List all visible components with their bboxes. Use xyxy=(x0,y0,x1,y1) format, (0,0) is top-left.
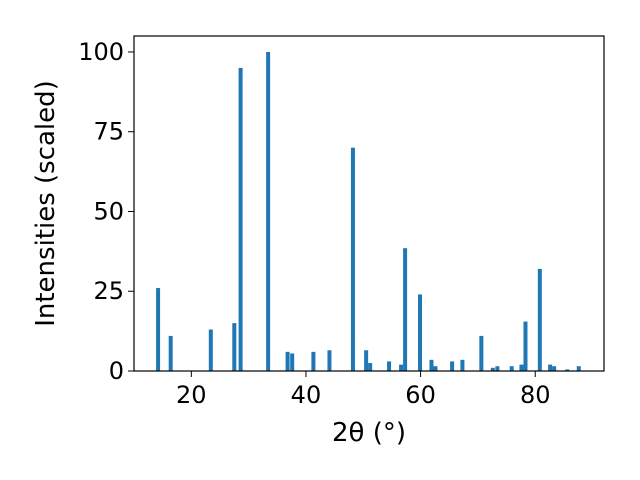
bar xyxy=(285,351,290,371)
bar xyxy=(433,366,438,371)
bar xyxy=(168,335,173,371)
bar xyxy=(327,350,332,371)
bar xyxy=(523,321,528,371)
bar xyxy=(450,361,455,371)
bar xyxy=(208,329,213,371)
bar xyxy=(290,353,295,371)
x-tick-label: 40 xyxy=(291,381,322,409)
bar xyxy=(495,366,500,371)
bar xyxy=(552,366,557,371)
y-tick-label: 25 xyxy=(93,277,124,305)
bar xyxy=(548,364,553,371)
bar xyxy=(399,364,404,371)
bar xyxy=(368,363,373,371)
bar xyxy=(537,268,542,371)
bar xyxy=(418,294,423,371)
x-tick-label: 80 xyxy=(520,381,551,409)
bar xyxy=(364,350,369,371)
bar xyxy=(266,51,271,371)
bar xyxy=(238,67,243,372)
y-tick-label: 75 xyxy=(93,118,124,146)
y-axis: 0 25 50 75 100 xyxy=(78,38,134,385)
y-tick-label: 50 xyxy=(93,197,124,225)
y-tick-label: 0 xyxy=(109,357,124,385)
bar xyxy=(509,366,514,371)
x-tick-label: 20 xyxy=(176,381,207,409)
bar xyxy=(460,359,465,371)
bar xyxy=(429,359,434,371)
x-tick-label: 60 xyxy=(405,381,436,409)
x-axis-title: 2θ (°) xyxy=(332,418,406,448)
bar xyxy=(350,147,355,371)
bar xyxy=(479,335,484,371)
bar xyxy=(403,248,408,371)
y-axis-title: Intensities (scaled) xyxy=(31,80,61,327)
bar xyxy=(311,351,316,371)
bar xyxy=(387,361,392,371)
bar xyxy=(565,369,570,371)
bar xyxy=(576,366,581,371)
bar xyxy=(519,364,524,371)
x-axis: 20 40 60 80 xyxy=(176,371,550,409)
bar xyxy=(156,288,161,371)
bars-group xyxy=(156,51,581,372)
plot-area-frame xyxy=(133,35,605,372)
bar xyxy=(490,367,495,371)
y-tick-label: 100 xyxy=(78,38,124,66)
bar xyxy=(232,323,237,371)
